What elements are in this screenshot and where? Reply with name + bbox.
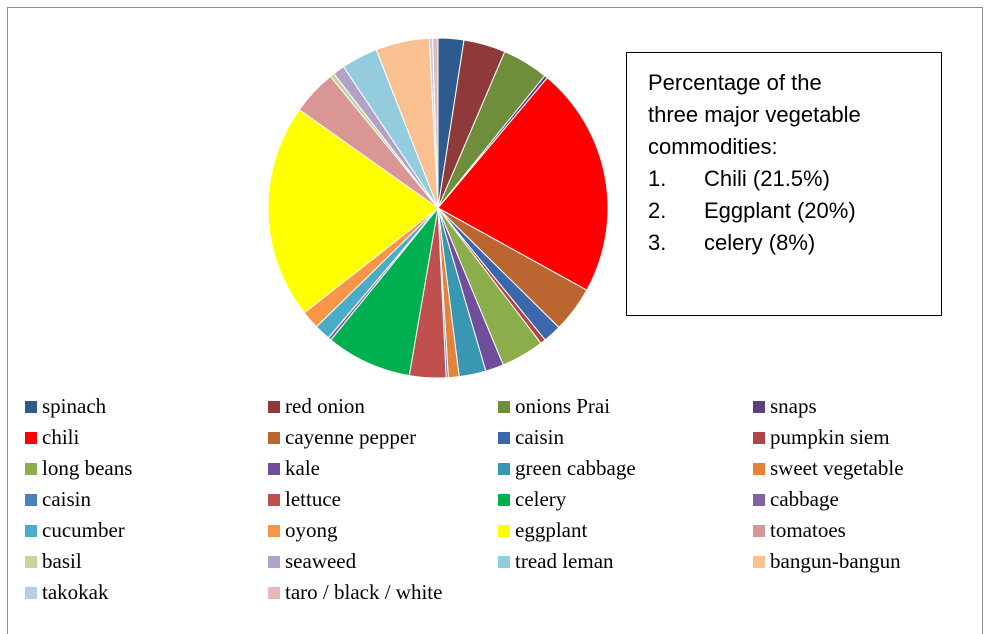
legend-label: cabbage bbox=[770, 487, 839, 511]
legend-label: long beans bbox=[42, 456, 133, 480]
annotation-item: 3. celery (8%) bbox=[648, 227, 941, 259]
legend-swatch bbox=[498, 431, 510, 444]
legend-swatch bbox=[753, 431, 765, 444]
legend-item: long beans bbox=[25, 453, 268, 484]
legend-item: seaweed bbox=[268, 546, 498, 577]
legend-item: caisin bbox=[25, 484, 268, 515]
legend-label: lettuce bbox=[285, 487, 341, 511]
legend-swatch bbox=[498, 524, 510, 537]
legend-item: cucumber bbox=[25, 515, 268, 546]
pie-slice-celery bbox=[330, 206, 439, 377]
legend-swatch bbox=[25, 493, 37, 506]
legend-label: red onion bbox=[285, 394, 365, 418]
legend-swatch bbox=[25, 586, 37, 599]
legend-swatch bbox=[268, 555, 280, 568]
annotation-item-text: Eggplant (20%) bbox=[704, 198, 856, 223]
annotation-item-number: 3. bbox=[648, 230, 667, 255]
legend-item: bangun-bangun bbox=[753, 546, 983, 577]
legend-item: cayenne pepper bbox=[268, 422, 498, 453]
annotation-line: three major vegetable bbox=[648, 102, 861, 127]
legend-label: cayenne pepper bbox=[285, 425, 417, 449]
legend-swatch bbox=[753, 493, 765, 506]
legend-label: eggplant bbox=[515, 518, 588, 542]
legend-label: sweet vegetable bbox=[770, 456, 904, 480]
legend-swatch bbox=[268, 586, 280, 599]
legend-swatch bbox=[753, 555, 765, 568]
legend-item: red onion bbox=[268, 391, 498, 422]
annotation-item-text: celery (8%) bbox=[704, 230, 816, 255]
legend-label: tread leman bbox=[515, 549, 614, 573]
legend-item: cabbage bbox=[753, 484, 983, 515]
legend-swatch bbox=[268, 431, 280, 444]
legend-item: tomatoes bbox=[753, 515, 983, 546]
legend-swatch bbox=[753, 462, 765, 475]
legend-item: lettuce bbox=[268, 484, 498, 515]
legend-swatch bbox=[268, 462, 280, 475]
legend-swatch bbox=[25, 400, 37, 413]
legend-label: caisin bbox=[42, 487, 91, 511]
annotation-item-number: 2. bbox=[648, 198, 667, 223]
legend-item: taro / black / white bbox=[268, 577, 498, 608]
legend-label: taro / black / white bbox=[285, 580, 443, 604]
annotation-item-number: 1. bbox=[648, 166, 667, 191]
pie-slice-chili bbox=[437, 77, 609, 291]
legend-label: chili bbox=[42, 425, 80, 449]
legend-label: pumpkin siem bbox=[770, 425, 890, 449]
legend-swatch bbox=[498, 493, 510, 506]
annotation-item: 1. Chili (21.5%) bbox=[648, 163, 941, 195]
legend-item: takokak bbox=[25, 577, 268, 608]
legend-label: takokak bbox=[42, 580, 109, 604]
legend-label: caisin bbox=[515, 425, 564, 449]
pie-slice-eggplant bbox=[267, 109, 439, 314]
pie-slice-taro-black-white bbox=[432, 37, 439, 209]
annotation-item: 2. Eggplant (20%) bbox=[648, 195, 941, 227]
legend-swatch bbox=[25, 431, 37, 444]
annotation-item-text: Chili (21.5%) bbox=[704, 166, 830, 191]
legend-swatch bbox=[268, 493, 280, 506]
legend-label: kale bbox=[285, 456, 320, 480]
legend-label: celery bbox=[515, 487, 567, 511]
legend-label: oyong bbox=[285, 518, 338, 542]
annotation-line: commodities: bbox=[648, 134, 778, 159]
legend-swatch bbox=[25, 524, 37, 537]
annotation-line: Percentage of the bbox=[648, 70, 822, 95]
legend-swatch bbox=[25, 555, 37, 568]
legend-swatch bbox=[498, 462, 510, 475]
legend-label: bangun-bangun bbox=[770, 549, 901, 573]
legend-item: chili bbox=[25, 422, 268, 453]
legend-label: onions Prai bbox=[515, 394, 611, 418]
legend-item: oyong bbox=[268, 515, 498, 546]
legend-swatch bbox=[268, 400, 280, 413]
legend-item: sweet vegetable bbox=[753, 453, 983, 484]
legend-item: snaps bbox=[753, 391, 983, 422]
legend-item: caisin bbox=[498, 422, 753, 453]
legend-swatch bbox=[498, 555, 510, 568]
legend-label: green cabbage bbox=[515, 456, 636, 480]
legend-label: seaweed bbox=[285, 549, 357, 573]
legend-swatch bbox=[268, 524, 280, 537]
legend-label: snaps bbox=[770, 394, 817, 418]
legend-item: tread leman bbox=[498, 546, 753, 577]
legend: spinach red onion onions Prai snaps chili cay… bbox=[25, 391, 975, 608]
legend-item: celery bbox=[498, 484, 753, 515]
legend-swatch bbox=[498, 400, 510, 413]
legend-label: spinach bbox=[42, 394, 107, 418]
legend-label: basil bbox=[42, 549, 82, 573]
legend-swatch bbox=[753, 524, 765, 537]
legend-item: eggplant bbox=[498, 515, 753, 546]
legend-label: tomatoes bbox=[770, 518, 846, 542]
legend-item: onions Prai bbox=[498, 391, 753, 422]
legend-item: kale bbox=[268, 453, 498, 484]
legend-swatch bbox=[753, 400, 765, 413]
chart-border bbox=[7, 7, 983, 634]
legend-item: basil bbox=[25, 546, 268, 577]
legend-swatch bbox=[25, 462, 37, 475]
legend-item: green cabbage bbox=[498, 453, 753, 484]
legend-item: spinach bbox=[25, 391, 268, 422]
legend-item: pumpkin siem bbox=[753, 422, 983, 453]
legend-label: cucumber bbox=[42, 518, 125, 542]
annotation-box: Percentage of the three major vegetable … bbox=[626, 52, 942, 316]
